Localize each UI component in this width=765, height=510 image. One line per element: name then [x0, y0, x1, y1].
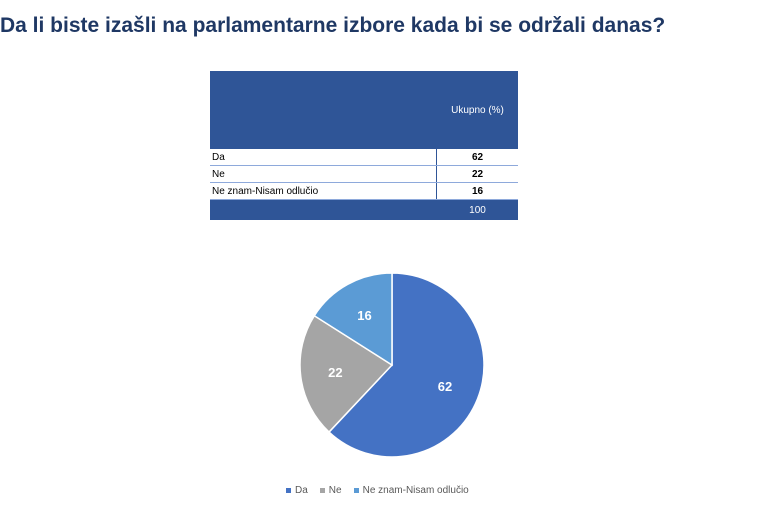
- legend-label-ne-znam: Ne znam-Nisam odlučio: [362, 485, 469, 496]
- table-row: Da 62: [210, 149, 518, 166]
- pie-label-ne: 22: [328, 365, 342, 380]
- legend-swatch-ne-znam: [353, 488, 359, 493]
- chart-legend: Da Ne Ne znam-Nisam odlučio: [286, 485, 469, 496]
- pie-slice-ne-znam: [313, 272, 393, 367]
- pie-slice-da: [327, 272, 485, 458]
- legend-item-ne: Ne: [319, 485, 342, 496]
- page-title: Da li biste izašli na parlamentarne izbo…: [0, 14, 666, 37]
- table-header-row: Ukupno (%): [210, 71, 518, 149]
- table-row: Ne 22: [210, 165, 518, 183]
- legend-item-ne-znam: Ne znam-Nisam odlučio: [353, 485, 469, 496]
- row-value: 16: [436, 182, 518, 200]
- table-header-empty: [210, 71, 437, 149]
- pie-label-ne-znam: 16: [357, 308, 371, 323]
- legend-label-da: Da: [295, 485, 308, 496]
- row-value: 62: [436, 149, 518, 166]
- legend-label-ne: Ne: [328, 485, 342, 496]
- row-label: Da: [210, 149, 437, 166]
- legend-swatch-da: [286, 488, 291, 493]
- legend-swatch-ne: [319, 488, 325, 493]
- total-label-empty: [210, 199, 437, 220]
- row-label: Ne znam-Nisam odlučio: [210, 182, 437, 200]
- legend-item-da: Da: [286, 485, 308, 496]
- row-value: 22: [436, 165, 518, 183]
- pie-chart: 62 22 16: [299, 272, 485, 458]
- table-total-row: 100: [210, 199, 518, 220]
- results-table: Ukupno (%) Da 62 Ne 22 Ne znam-Nisam odl…: [210, 71, 518, 220]
- total-value: 100: [436, 199, 518, 220]
- pie-label-da: 62: [438, 379, 452, 394]
- table-header-ukupno: Ukupno (%): [436, 71, 518, 149]
- table-row: Ne znam-Nisam odlučio 16: [210, 182, 518, 200]
- row-label: Ne: [210, 165, 437, 183]
- pie-slice-ne: [299, 314, 394, 434]
